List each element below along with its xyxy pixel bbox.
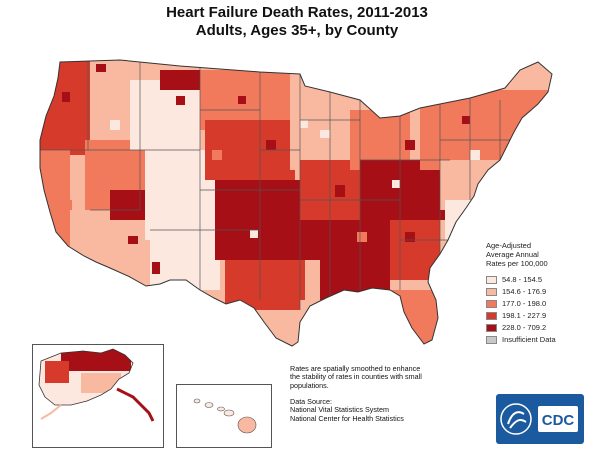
cdc-logo: CDC (496, 394, 584, 444)
alaska-map (38, 348, 155, 422)
legend-swatch (486, 324, 497, 332)
legend-item: 198.1 - 227.9 (486, 311, 590, 322)
data-source: Data Source: National Vital Statistics S… (290, 397, 480, 423)
alaska-inset (32, 344, 164, 448)
legend-swatch (486, 276, 497, 284)
legend-label: 154.6 - 176.9 (502, 287, 547, 296)
legend-label: 54.8 - 154.5 (502, 275, 543, 284)
conus-region (40, 60, 552, 346)
note-line: Rates are spatially smoothed to enhance (290, 364, 421, 373)
legend-swatch (486, 300, 497, 308)
legend-label: 198.1 - 227.9 (502, 311, 547, 320)
source-line: National Center for Health Statistics (290, 413, 404, 423)
legend-heading-line: Rates per 100,000 (486, 259, 548, 268)
legend-item: 228.0 - 709.2 (486, 323, 590, 334)
legend-swatch (486, 336, 497, 344)
legend-item: 154.6 - 176.9 (486, 287, 590, 298)
legend-label: 177.0 - 198.0 (502, 299, 547, 308)
cdc-logo-text: CDC (542, 412, 575, 429)
legend-heading: Age-Adjusted Average Annual Rates per 10… (486, 241, 590, 268)
note-line: the stability of rates in counties with … (290, 372, 422, 382)
hhs-eagle-icon (507, 411, 527, 429)
legend-label: 228.0 - 709.2 (502, 323, 547, 332)
source-line: National Vital Statistics System (290, 405, 389, 415)
conus-outline (39, 59, 553, 347)
smoothing-note: Rates are spatially smoothed to enhance … (290, 364, 470, 390)
legend-swatch (486, 288, 497, 296)
source-line: Data Source: (290, 397, 332, 406)
hawaii-inset (176, 384, 272, 448)
cdc-plate (538, 406, 578, 432)
legend: Age-Adjusted Average Annual Rates per 10… (486, 241, 590, 346)
hhs-seal-icon (500, 403, 532, 435)
hawaii-map (193, 398, 257, 434)
legend-heading-line: Age-Adjusted (486, 241, 532, 250)
map-title: Heart Failure Death Rates, 2011-2013 (166, 4, 428, 21)
legend-label: Insufficient Data (502, 335, 556, 344)
legend-item: 177.0 - 198.0 (486, 299, 590, 310)
map-subtitle: Adults, Ages 35+, by County (195, 22, 399, 39)
note-line: populations. (290, 380, 329, 390)
legend-item: 54.8 - 154.5 (486, 275, 590, 286)
legend-heading-line: Average Annual (486, 250, 539, 259)
legend-swatch (486, 312, 497, 320)
legend-item: Insufficient Data (486, 335, 590, 346)
